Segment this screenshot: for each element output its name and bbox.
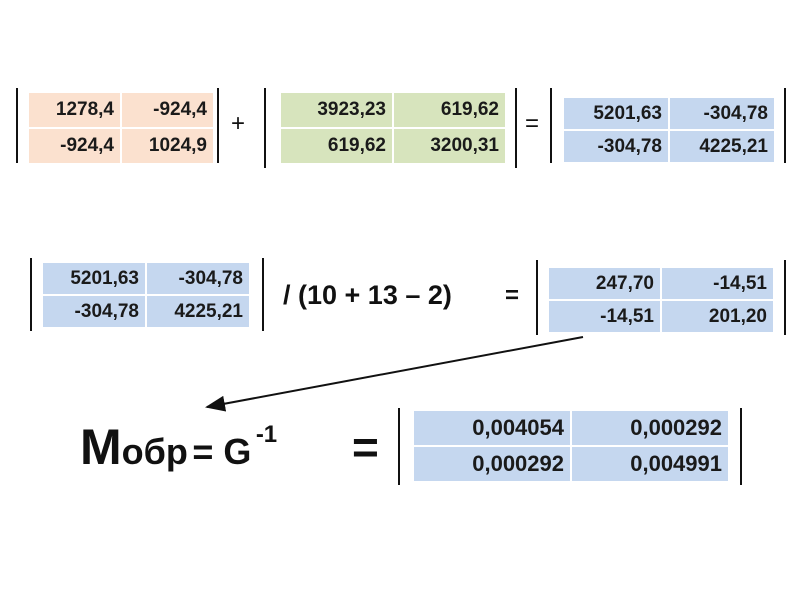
matrix-cell: -304,78	[146, 262, 250, 295]
divisor: / (10 + 13 – 2)	[283, 280, 452, 310]
matrix-cell: -14,51	[548, 300, 661, 333]
matrix: 5201,63 -304,78 -304,78 4225,21	[563, 97, 775, 163]
matrix-bracket	[515, 88, 517, 168]
matrix-bracket	[30, 258, 32, 331]
matrix-bracket	[536, 260, 538, 335]
matrix-cell: 1024,9	[121, 128, 214, 164]
matrix: 1278,4 -924,4 -924,4 1024,9	[28, 92, 214, 164]
matrix-cell: 201,20	[661, 300, 774, 333]
matrix-cell: 619,62	[280, 128, 393, 164]
matrix-cell: 4225,21	[669, 130, 775, 163]
matrix: 5201,63 -304,78 -304,78 4225,21	[42, 262, 250, 328]
matrix-cell: 4225,21	[146, 295, 250, 328]
matrix-cell: -14,51	[661, 267, 774, 300]
matrix-cell: 0,004054	[413, 410, 571, 446]
matrix-bracket	[784, 260, 786, 335]
matrix-cell: 619,62	[393, 92, 506, 128]
matrix-cell: 0,004991	[571, 446, 729, 482]
matrix-bracket	[217, 88, 219, 163]
matrix-cell: -304,78	[42, 295, 146, 328]
matrix-cell: 3923,23	[280, 92, 393, 128]
equals: =	[525, 110, 540, 137]
matrix-cell: -304,78	[563, 130, 669, 163]
matrix: 247,70 -14,51 -14,51 201,20	[548, 267, 774, 333]
matrix-bracket	[550, 88, 552, 163]
matrix-bracket	[262, 258, 264, 331]
lhs: Mобр = G -1	[80, 418, 277, 476]
matrix-bracket	[740, 408, 742, 485]
equals: =	[352, 421, 379, 473]
equals: =	[505, 282, 520, 309]
matrix-cell: -304,78	[669, 97, 775, 130]
matrix-cell: -924,4	[28, 128, 121, 164]
matrix-bracket	[398, 408, 400, 485]
matrix-cell: 5201,63	[563, 97, 669, 130]
matrix-cell: 3200,31	[393, 128, 506, 164]
matrix-bracket	[784, 88, 786, 163]
matrix-cell: 247,70	[548, 267, 661, 300]
symbol: M	[80, 419, 122, 475]
matrix-cell: 1278,4	[28, 92, 121, 128]
matrix-cell: 0,000292	[571, 410, 729, 446]
matrix-cell: 0,000292	[413, 446, 571, 482]
matrix-bracket	[264, 88, 266, 168]
superscript: -1	[255, 421, 278, 448]
matrix: 0,004054 0,000292 0,000292 0,004991	[413, 410, 729, 482]
suffix: обр	[121, 431, 188, 472]
matrix-bracket	[16, 88, 18, 163]
plus: +	[231, 110, 246, 137]
matrix-cell: 5201,63	[42, 262, 146, 295]
matrix-cell: -924,4	[121, 92, 214, 128]
equals-g: = G	[192, 431, 252, 472]
matrix: 3923,23 619,62 619,62 3200,31	[280, 92, 506, 164]
